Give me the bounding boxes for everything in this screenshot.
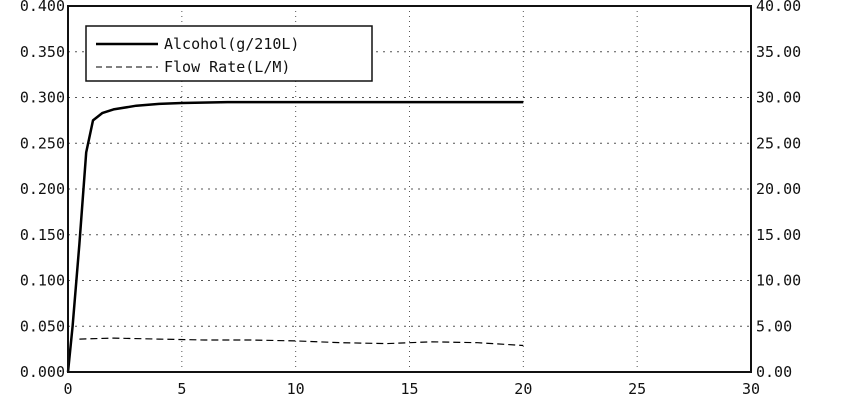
legend-entry-alcohol: Alcohol(g/210L) [164,35,299,53]
x-tick-label: 25 [628,380,646,398]
x-tick-label: 20 [514,380,532,398]
y-tick-label-right: 25.00 [756,134,801,152]
y-tick-label-left: 0.400 [20,0,65,15]
y-tick-label-right: 5.00 [756,317,792,335]
legend-box [85,25,373,82]
y-tick-label-right: 15.00 [756,226,801,244]
y-tick-label-right: 10.00 [756,272,801,290]
x-tick-label: 15 [400,380,418,398]
y-tick-label-left: 0.100 [20,272,65,290]
y-tick-label-left: 0.150 [20,226,65,244]
alcohol-series-line [66,100,524,373]
y-tick-label-right: 0.00 [756,363,792,381]
x-tick-label: 5 [177,380,186,398]
y-tick-label-right: 30.00 [756,89,801,107]
y-tick-label-right: 40.00 [756,0,801,15]
ticks-layer: 0 5 10 15 20 25 30 0.000 0.050 0.100 0.150 0.200 0.2… [20,0,801,398]
y-tick-label-right: 20.00 [756,180,801,198]
x-tick-label: 10 [287,380,305,398]
series-layer [66,100,524,373]
x-tick-label: 0 [63,380,72,398]
y-tick-label-right: 35.00 [756,43,801,61]
legend: Alcohol(g/210L) Flow Rate(L/M) [85,25,373,82]
y-tick-label-left: 0.200 [20,180,65,198]
legend-entry-flow-rate: Flow Rate(L/M) [164,58,290,76]
y-tick-label-left: 0.000 [20,363,65,381]
y-tick-label-left: 0.350 [20,43,65,61]
y-tick-label-left: 0.250 [20,134,65,152]
flow-rate-series-line [79,337,524,347]
y-tick-label-left: 0.050 [20,317,65,335]
x-tick-label: 30 [742,380,760,398]
y-tick-label-left: 0.300 [20,89,65,107]
plot-frame [67,5,752,373]
